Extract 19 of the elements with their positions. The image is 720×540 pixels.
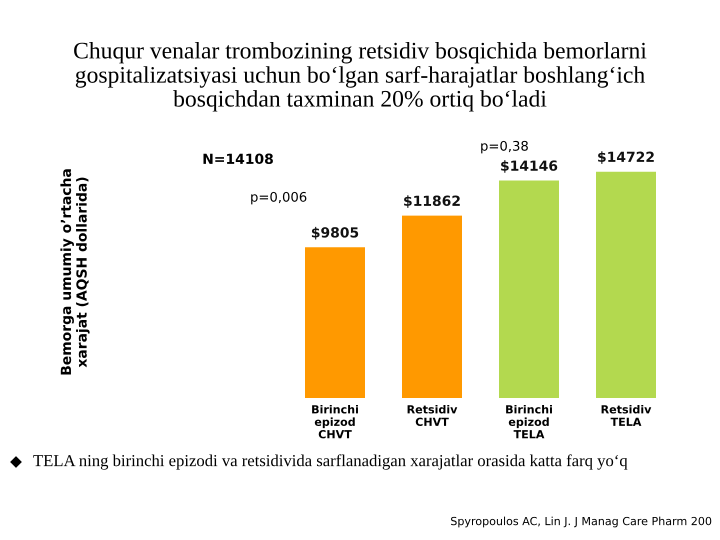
- x-tick-label: Retsidiv CHVT: [408, 404, 458, 426]
- text: TELA ning birinchi epizodi va retsidivida sarflanadigan xarajatlar orasida katta farq yo‘q: [33, 454, 628, 470]
- x-tick-label: Retsidiv TELA: [602, 404, 652, 426]
- data-label: $14722: [598, 151, 654, 164]
- data-label: $11862: [404, 195, 460, 208]
- text: N=14108: [203, 154, 273, 164]
- text: Bemorga umumiy o’rtacha xarajat (AQSH dollarida): [60, 169, 90, 375]
- text: Spyropoulos AC, Lin J. J Manag Care Pharm 200: [451, 516, 712, 528]
- bar: [499, 180, 559, 398]
- text: p=0,38: [481, 140, 528, 154]
- data-label: $14146: [501, 160, 558, 173]
- bar: [596, 172, 656, 398]
- chart-title: Chuqur venalar trombozining retsidiv bosqichida bemorlarni gospitalizatsiyasi uchun bo‘lgan sarf-harajatlar boshlang‘ich bosqichdan taxminan 20% ortiq bo‘ladi: [74, 42, 646, 112]
- bar: [402, 216, 462, 398]
- annotation: p=0,006: [251, 192, 306, 204]
- x-tick-label: Birinchi epizod TELA: [506, 404, 552, 438]
- bar: [305, 247, 365, 398]
- x-tick-label: Birinchi epizod CHVT: [312, 404, 358, 438]
- data-label: $9805: [312, 226, 358, 240]
